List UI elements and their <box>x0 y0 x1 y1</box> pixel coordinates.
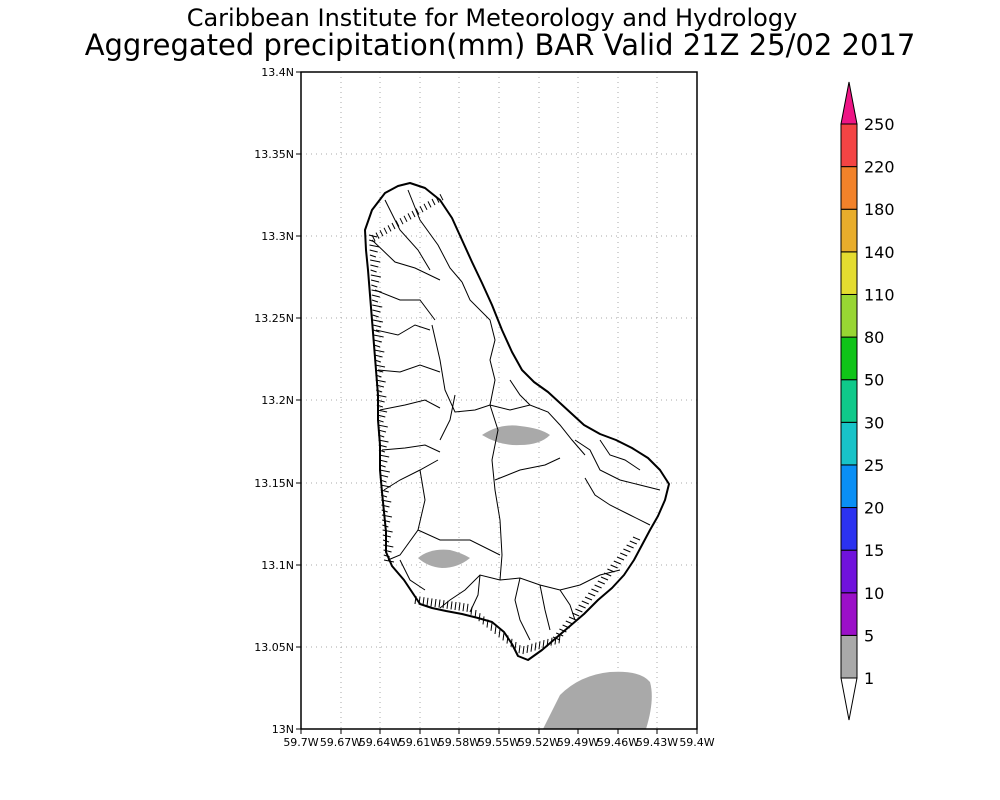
institution-title: Caribbean Institute for Meteorology and … <box>186 4 798 32</box>
lat-label-2: 13.1N <box>261 559 294 572</box>
lon-label-10: 59.4W <box>679 736 714 749</box>
lon-label-4: 59.58W <box>438 736 480 749</box>
colorbar-label-7: 50 <box>864 371 884 390</box>
colorbar-box-8 <box>840 293 858 338</box>
colorbar-below-triangle <box>840 677 858 721</box>
lon-label-6: 59.52W <box>518 736 560 749</box>
lon-label-5: 59.55W <box>478 736 520 749</box>
colorbar-box-2 <box>840 549 858 594</box>
colorbar-label-6: 30 <box>864 413 884 432</box>
colorbar-label-3: 15 <box>864 541 884 560</box>
colorbar-label-5: 25 <box>864 456 884 475</box>
lat-label-4: 13.2N <box>261 394 294 407</box>
colorbar-box-0 <box>840 634 858 679</box>
colorbar-box-7 <box>840 336 858 381</box>
colorbar-label-2: 10 <box>864 584 884 603</box>
lat-label-1: 13.05N <box>254 641 294 654</box>
precip-region-southwest <box>418 549 470 568</box>
product-title: Aggregated precipitation(mm) BAR Valid 2… <box>84 28 916 62</box>
colorbar-label-10: 140 <box>864 243 895 262</box>
colorbar-box-9 <box>840 251 858 295</box>
lon-label-0: 59.7W <box>283 736 318 749</box>
colorbar-label-1: 5 <box>864 626 874 645</box>
colorbar-label-8: 80 <box>864 328 884 347</box>
colorbar-box-4 <box>840 464 858 509</box>
coastline-detail <box>368 193 641 655</box>
island-outline <box>364 182 670 661</box>
lat-label-8: 13.4N <box>261 66 294 79</box>
lat-label-0: 13N <box>272 723 294 736</box>
colorbar-above-triangle <box>840 81 858 125</box>
colorbar-label-11: 180 <box>864 200 895 219</box>
colorbar-box-11 <box>840 166 858 210</box>
colorbar-label-12: 220 <box>864 158 895 177</box>
colorbar-label-4: 20 <box>864 499 884 518</box>
colorbar-box-10 <box>840 208 858 253</box>
colorbar-label-9: 110 <box>864 285 895 304</box>
colorbar-box-1 <box>840 592 858 636</box>
lat-label-7: 13.35N <box>254 148 294 161</box>
lon-label-8: 59.46W <box>597 736 639 749</box>
lon-label-1: 59.67W <box>320 736 362 749</box>
lon-label-3: 59.61W <box>399 736 441 749</box>
colorbar-label-13: 250 <box>864 115 895 134</box>
colorbar-label-0: 1 <box>864 669 874 688</box>
colorbar-box-6 <box>840 379 858 423</box>
map-area <box>301 72 697 729</box>
colorbar-box-5 <box>840 421 858 466</box>
precip-region-offshore-south <box>543 671 652 729</box>
lat-label-5: 13.25N <box>254 312 294 325</box>
lon-label-2: 59.64W <box>359 736 401 749</box>
precip-region-central <box>482 425 550 446</box>
lat-label-6: 13.3N <box>261 230 294 243</box>
lon-label-7: 59.49W <box>557 736 599 749</box>
colorbar-box-12 <box>840 123 858 168</box>
watershed-boundaries <box>371 189 661 641</box>
colorbar-box-3 <box>840 507 858 551</box>
lat-label-3: 13.15N <box>254 477 294 490</box>
lon-label-9: 59.43W <box>636 736 678 749</box>
